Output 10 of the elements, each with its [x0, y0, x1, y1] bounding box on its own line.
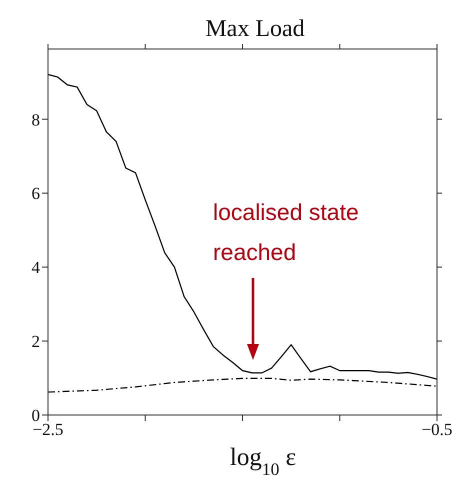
annotation: localised state reached: [213, 199, 359, 265]
y-tick-label: 2: [32, 332, 40, 352]
x-tick-label: −0.5: [422, 420, 452, 440]
chart-title: Max Load: [205, 16, 305, 42]
x-axis-title: log$_{10}$ ε: [230, 444, 296, 479]
y-tick-label: 4: [32, 258, 40, 278]
line-series: [48, 74, 437, 380]
y-tick-label: 8: [32, 110, 40, 130]
line-series: [48, 378, 437, 393]
y-tick-label: 6: [32, 184, 40, 204]
